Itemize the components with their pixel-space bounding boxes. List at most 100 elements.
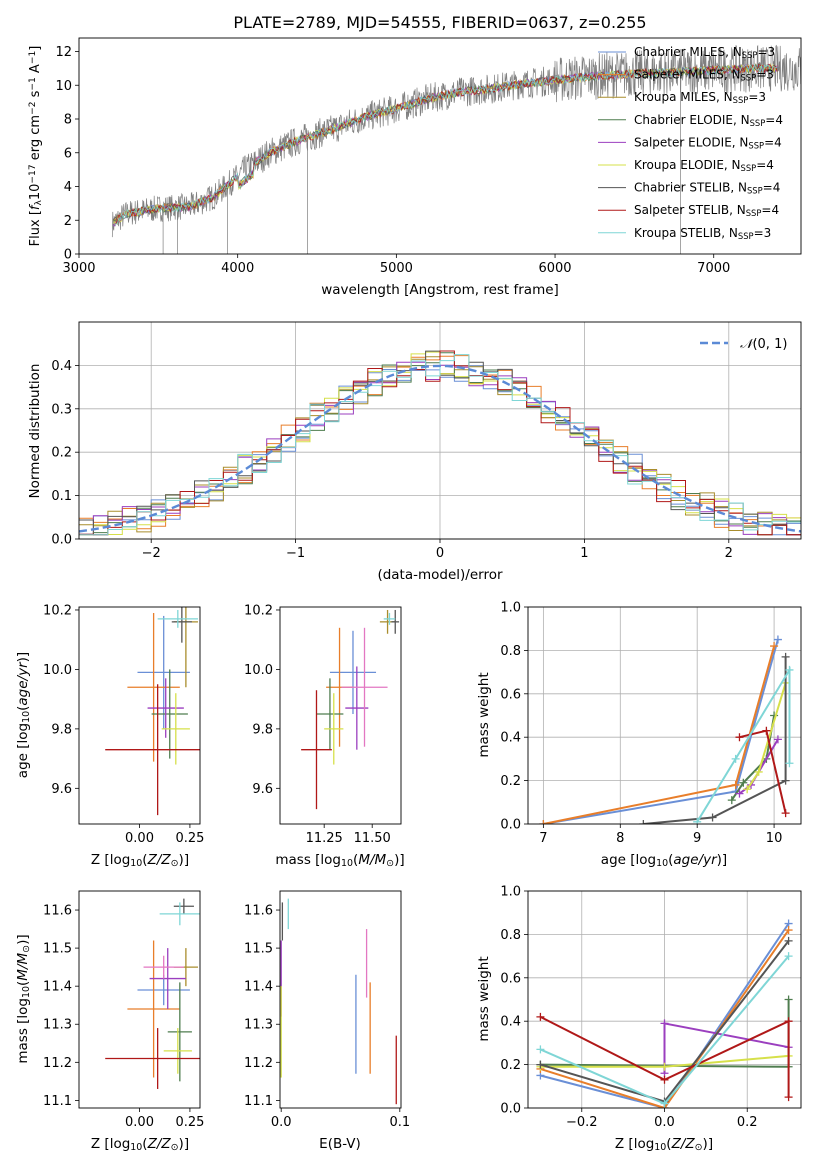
legend-entry: Chabrier ELODIE, NSSP=4 xyxy=(634,113,783,128)
figure-title: PLATE=2789, MJD=54555, FIBERID=0637, z=0… xyxy=(233,13,646,32)
y-tick-label: 11.1 xyxy=(244,1094,273,1109)
x-tick-label: −2 xyxy=(142,546,161,561)
x-axis-label: Z [log10(Z/Z⊙)] xyxy=(615,1136,713,1153)
y-tick-label: 9.8 xyxy=(252,722,273,737)
y-tick-label: 11.5 xyxy=(244,942,273,957)
x-axis-label: Z [log10(Z/Z⊙)] xyxy=(91,852,189,869)
mass-weight-marker xyxy=(773,735,782,744)
legend-entry: Kroupa STELIB, NSSP=3 xyxy=(634,226,771,241)
mass-weight-marker xyxy=(785,759,794,768)
x-tick-label: 3000 xyxy=(62,261,95,276)
x-tick-label: 8 xyxy=(616,831,624,846)
y-tick-label: 11.4 xyxy=(43,980,72,995)
x-tick-label: 0.1 xyxy=(389,1115,410,1130)
residuals-plot-area xyxy=(79,350,801,536)
x-tick-label: 0.2 xyxy=(737,1115,758,1130)
y-tick-label: 2 xyxy=(64,214,72,229)
mass-weight-marker xyxy=(536,1045,545,1054)
x-tick-label: 5000 xyxy=(380,261,413,276)
mass-weight-marker xyxy=(660,1019,669,1028)
mass-weight-line xyxy=(539,1016,790,1098)
mass-weight-marker xyxy=(735,789,744,798)
x-axis-label: (data-model)/error xyxy=(377,567,503,583)
x-tick-label: 10 xyxy=(766,831,783,846)
mass-weight-marker xyxy=(660,1062,669,1071)
mass-weight-marker xyxy=(773,635,782,644)
mass-weight-marker xyxy=(770,642,779,651)
mass-vs-EBV-plot-area xyxy=(280,898,397,1105)
y-tick-label: 0.8 xyxy=(500,928,521,943)
observed-spectrum-line xyxy=(111,44,801,238)
axes-frame xyxy=(279,890,402,1109)
y-tick-label: 0.6 xyxy=(500,971,521,986)
mass-weight-line xyxy=(540,922,790,1108)
y-tick-label: 8 xyxy=(64,113,72,128)
y-tick-label: 0.6 xyxy=(500,687,521,702)
axes-frame xyxy=(279,606,402,825)
y-tick-label: 11.5 xyxy=(43,942,72,957)
mass-weight-marker xyxy=(784,995,793,1004)
x-tick-label: 1 xyxy=(580,546,588,561)
x-tick-label: 0.0 xyxy=(271,1115,292,1130)
mass-weight-marker xyxy=(536,1012,545,1021)
y-tick-label: 0.3 xyxy=(51,402,72,417)
axes-frame xyxy=(527,890,802,1109)
mass-weight-vs-age-panel: 7 8 9 10 0.0 0.2 0.4 0.6 0.8 1.0 age [log10(age/yr… xyxy=(476,601,802,869)
axes-frame xyxy=(78,890,201,1109)
y-axis-label: age [log10(age/yr)] xyxy=(15,652,32,778)
y-tick-label: 6 xyxy=(64,146,72,161)
y-axis-label: Normed distribution xyxy=(27,364,43,499)
x-axis-label: wavelength [Angstrom, rest frame] xyxy=(321,282,559,298)
mass-weight-marker xyxy=(743,785,752,794)
y-tick-label: 0.4 xyxy=(500,1015,521,1030)
y-tick-label: 10.2 xyxy=(43,603,72,618)
x-tick-label: 7000 xyxy=(697,261,730,276)
x-axis-label: age [log10(age/yr)] xyxy=(601,852,727,869)
age-vs-Z-plot-area xyxy=(105,607,200,816)
legend-entry: Chabrier STELIB, NSSP=4 xyxy=(634,181,780,196)
y-tick-label: 10.0 xyxy=(43,663,72,678)
y-tick-label: 0.4 xyxy=(51,359,72,374)
mass-weight-vs-Z-plot-area xyxy=(536,919,793,1108)
mass-weight-marker xyxy=(735,733,744,742)
y-tick-label: 0.1 xyxy=(51,489,72,504)
mass-weight-marker xyxy=(784,952,793,961)
residuals-panel: −2 −1 0 1 2 0.0 0.1 0.2 0.3 0.4 𝒩(0, 1) (data-model… xyxy=(27,321,802,583)
y-tick-label: 0.2 xyxy=(500,774,521,789)
y-tick-label: 10.0 xyxy=(244,663,273,678)
legend-entry: Kroupa ELODIE, NSSP=4 xyxy=(634,158,774,173)
mass-weight-line xyxy=(543,639,779,824)
mass-weight-marker xyxy=(660,1075,669,1084)
y-tick-label: 0.0 xyxy=(500,818,521,833)
x-tick-label: 4000 xyxy=(221,261,254,276)
y-tick-label: 11.6 xyxy=(43,904,72,919)
legend-entry: Chabrier MILES, NSSP=3 xyxy=(634,45,775,60)
legend-entry: Salpeter STELIB, NSSP=4 xyxy=(634,203,779,218)
x-tick-label: 7 xyxy=(539,831,547,846)
spectrum-panel: 3000 4000 5000 6000 7000 0 2 4 6 8 10 12 wavelength … xyxy=(28,37,802,298)
y-tick-label: 0.8 xyxy=(500,644,521,659)
axes-frame xyxy=(78,321,802,540)
mass-vs-Z-panel: 0.00 0.25 11.1 11.2 11.3 11.4 11.5 11.6 Z [log10… xyxy=(15,890,204,1153)
mass-weight-marker xyxy=(784,1017,793,1026)
legend-entry: Salpeter ELODIE, NSSP=4 xyxy=(634,135,782,150)
y-tick-label: 11.1 xyxy=(43,1094,72,1109)
mass-weight-vs-Z-panel: −0.2 0.0 0.2 0.0 0.2 0.4 0.6 0.8 1.0 Z [log10(Z/Z… xyxy=(476,885,802,1153)
x-axis-label: E(B-V) xyxy=(319,1136,361,1152)
y-tick-label: 1.0 xyxy=(500,601,521,616)
mass-weight-marker xyxy=(539,820,548,824)
x-tick-label: 0.0 xyxy=(654,1115,675,1130)
mass-weight-marker xyxy=(639,820,648,824)
mass-weight-marker xyxy=(762,726,771,735)
mass-weight-marker xyxy=(660,1099,669,1108)
mass-weight-marker xyxy=(781,809,790,818)
y-tick-label: 4 xyxy=(64,180,72,195)
y-tick-label: 9.8 xyxy=(51,722,72,737)
y-tick-label: 10.2 xyxy=(244,603,273,618)
x-tick-label: −1 xyxy=(286,546,305,561)
y-axis-label: mass [log10(M/M⊙)] xyxy=(15,934,32,1063)
y-tick-label: 12 xyxy=(55,45,72,60)
mass-weight-line xyxy=(643,656,787,824)
mass-vs-Z-plot-area xyxy=(105,898,200,1089)
